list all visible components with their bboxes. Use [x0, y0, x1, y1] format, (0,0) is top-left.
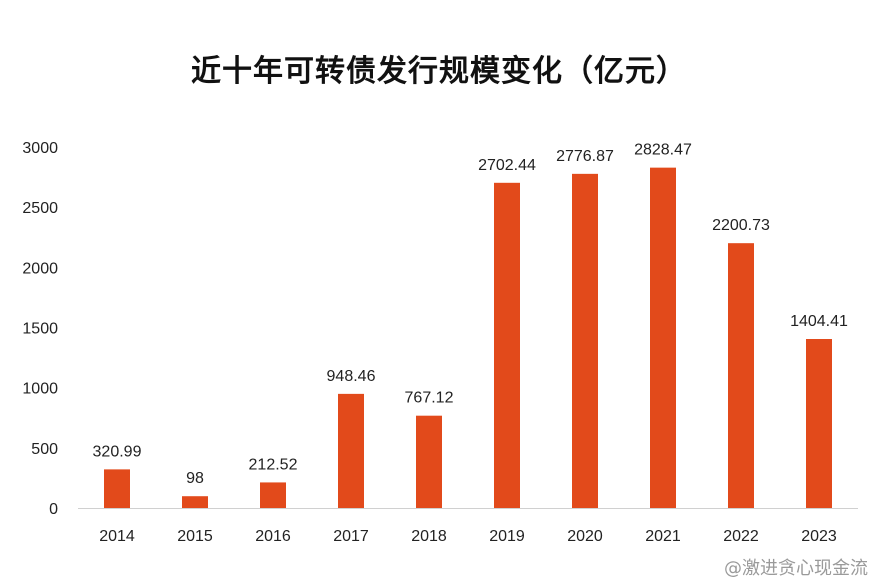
- data-label: 2200.73: [712, 217, 770, 234]
- data-label: 767.12: [405, 390, 454, 407]
- y-tick-label: 1000: [22, 381, 58, 398]
- x-tick-label: 2015: [177, 528, 213, 545]
- y-tick-label: 500: [31, 441, 58, 458]
- y-tick-label: 0: [49, 501, 58, 518]
- bar: [182, 496, 208, 508]
- x-tick-label: 2016: [255, 528, 291, 545]
- data-label: 320.99: [93, 443, 142, 460]
- bar: [650, 167, 676, 508]
- data-label: 2702.44: [478, 157, 536, 174]
- data-label: 2776.87: [556, 148, 614, 165]
- x-tick-label: 2019: [489, 528, 525, 545]
- x-tick-label: 2014: [99, 528, 135, 545]
- bar: [728, 243, 754, 508]
- bar: [338, 393, 364, 508]
- bar: [806, 339, 832, 508]
- bar: [494, 182, 520, 508]
- y-tick-label: 2000: [22, 260, 58, 277]
- watermark: @激进贪心现金流: [724, 558, 868, 579]
- y-tick-label: 1500: [22, 321, 58, 338]
- x-tick-label: 2020: [567, 528, 603, 545]
- x-tick-label: 2018: [411, 528, 447, 545]
- bars: [104, 167, 832, 508]
- y-axis: 0 500 1000 1500 2000 2500 3000: [22, 140, 58, 518]
- data-label: 2828.47: [634, 142, 692, 159]
- bar: [572, 173, 598, 508]
- x-tick-label: 2021: [645, 528, 681, 545]
- data-label: 212.52: [249, 456, 298, 473]
- y-tick-label: 3000: [22, 140, 58, 157]
- bar: [416, 415, 442, 508]
- x-tick-label: 2017: [333, 528, 369, 545]
- data-label: 948.46: [327, 368, 376, 385]
- bar: [260, 482, 286, 508]
- data-labels: 320.99 98 212.52 948.46 767.12 2702.44 2776.87…: [93, 142, 848, 488]
- x-axis: 2014 2015 2016 2017 2018 2019 2020 2021 2022 2023: [99, 528, 837, 545]
- x-tick-label: 2022: [723, 528, 759, 545]
- data-label: 98: [186, 470, 204, 487]
- chart-title: 近十年可转债发行规模变化（亿元）: [191, 54, 687, 89]
- bar: [104, 469, 130, 508]
- data-label: 1404.41: [790, 313, 848, 330]
- y-tick-label: 2500: [22, 200, 58, 217]
- x-tick-label: 2023: [801, 528, 837, 545]
